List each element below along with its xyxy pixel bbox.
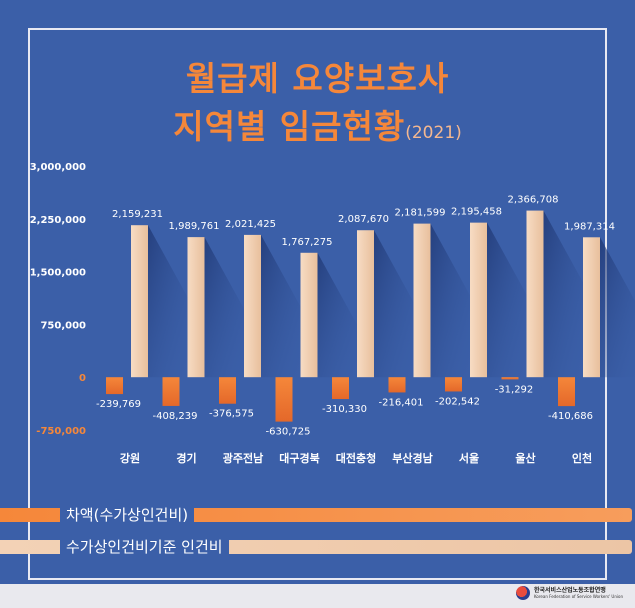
wage-bar-shadow bbox=[148, 225, 192, 378]
x-tick-label: 대전충청 bbox=[336, 451, 376, 465]
difference-value-label: -410,686 bbox=[548, 411, 593, 422]
y-tick-label: 750,000 bbox=[40, 320, 86, 331]
footer-org-name-en: Korean Federation of Service Workers' Un… bbox=[533, 594, 623, 599]
wage-bar-shadow bbox=[261, 234, 305, 378]
difference-bar bbox=[275, 377, 293, 422]
wage-bar-shadow bbox=[430, 223, 475, 378]
y-tick-label: 3,000,000 bbox=[30, 162, 86, 173]
difference-value-label: -239,769 bbox=[96, 399, 141, 410]
wage-value-label: 1,989,761 bbox=[169, 221, 220, 232]
chart-title-line1: 월급제 요양보호사 bbox=[185, 59, 450, 98]
wage-bar bbox=[187, 237, 205, 378]
x-tick-label: 인천 bbox=[572, 451, 592, 465]
difference-bar bbox=[501, 377, 519, 380]
y-tick-label: 1,500,000 bbox=[30, 268, 86, 279]
difference-bar bbox=[558, 377, 575, 407]
x-tick-label: 대구경북 bbox=[279, 451, 319, 465]
wage-bar-shadow bbox=[204, 237, 249, 378]
wage-value-label: 2,087,670 bbox=[338, 214, 389, 225]
x-tick-label: 부산경남 bbox=[392, 451, 432, 465]
difference-value-label: -376,575 bbox=[209, 409, 254, 420]
wage-bar-shadow bbox=[487, 222, 531, 378]
legend-wage-label: 수가상인건비기준 인건비 bbox=[60, 536, 229, 558]
chart-title-line2: 지역별 임금현황(2021) bbox=[173, 107, 462, 146]
difference-bar bbox=[162, 377, 180, 406]
wage-bar bbox=[131, 225, 148, 378]
wage-bar bbox=[470, 222, 487, 378]
wage-value-label: 2,159,231 bbox=[112, 209, 163, 220]
union-logo-icon bbox=[515, 586, 530, 600]
footer-logo-area: 한국서비스산업노동조합연맹 Korean Federation of Servi… bbox=[515, 586, 623, 600]
difference-value-label: -31,292 bbox=[495, 384, 534, 395]
wage-value-label: 2,366,708 bbox=[508, 195, 559, 206]
x-tick-label: 강원 bbox=[120, 451, 140, 465]
wage-bar-shadow bbox=[317, 252, 362, 378]
x-tick-label: 경기 bbox=[176, 451, 196, 465]
wage-value-label: 2,181,599 bbox=[395, 208, 446, 219]
difference-bar bbox=[388, 377, 406, 393]
x-tick-label: 서울 bbox=[459, 451, 479, 465]
x-tick-label: 광주전남 bbox=[223, 451, 263, 465]
difference-bar bbox=[106, 377, 123, 395]
difference-value-label: -408,239 bbox=[153, 411, 198, 422]
wage-value-label: 1,767,275 bbox=[282, 237, 333, 248]
difference-bar bbox=[219, 377, 236, 404]
wage-bar-shadow bbox=[543, 210, 588, 378]
wage-value-label: 2,195,458 bbox=[451, 207, 502, 218]
wage-bar-shadow bbox=[600, 237, 635, 378]
wage-bar bbox=[526, 210, 544, 378]
wage-bar bbox=[244, 234, 261, 378]
wage-bar bbox=[583, 237, 600, 378]
wage-value-label: 2,021,425 bbox=[225, 219, 276, 230]
difference-value-label: -630,725 bbox=[266, 427, 311, 438]
footer-org-name: 한국서비스산업노동조합연맹 bbox=[533, 587, 606, 594]
y-tick-label: -750,000 bbox=[36, 426, 86, 437]
wage-bar bbox=[357, 230, 374, 378]
legend-diff-label: 차액(수가상인건비) bbox=[60, 504, 195, 526]
difference-value-label: -216,401 bbox=[379, 397, 424, 408]
wage-bar bbox=[413, 223, 431, 378]
y-tick-label: 0 bbox=[79, 373, 86, 384]
difference-bar bbox=[445, 377, 462, 392]
difference-value-label: -202,542 bbox=[435, 396, 480, 407]
wage-value-label: 1,987,314 bbox=[564, 221, 615, 232]
chart-title-year: (2021) bbox=[405, 123, 462, 143]
wage-bar-shadow bbox=[374, 230, 418, 378]
y-tick-label: 2,250,000 bbox=[30, 215, 86, 226]
x-tick-label: 울산 bbox=[515, 451, 535, 465]
difference-value-label: -310,330 bbox=[322, 404, 367, 415]
wage-bar bbox=[300, 252, 318, 378]
difference-bar bbox=[332, 377, 349, 400]
